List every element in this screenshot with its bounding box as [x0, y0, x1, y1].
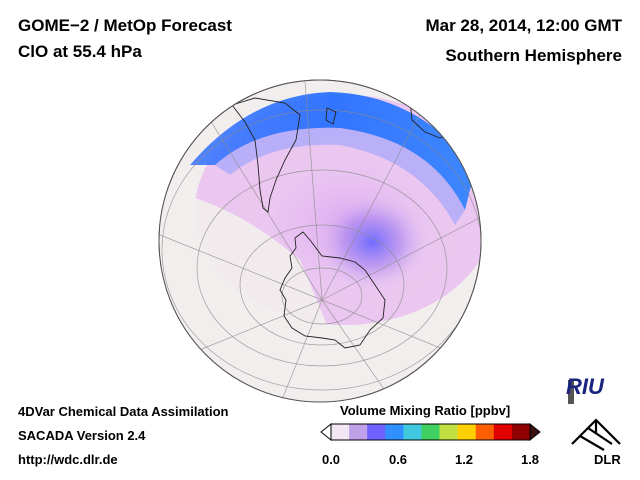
- colorbar-segment: [475, 424, 495, 440]
- island-outline: [325, 107, 337, 125]
- colorbar-segment: [367, 424, 386, 440]
- high-value-band: [190, 92, 475, 210]
- colorbar-tick-2: 1.2: [454, 452, 474, 467]
- colorbar-segment: [403, 424, 422, 440]
- dlr-cross-icon: [571, 418, 621, 451]
- colorbar-segment: [421, 424, 441, 440]
- region-label: Southern Hemisphere: [445, 46, 622, 65]
- colorbar-segment: [439, 424, 459, 440]
- date-label: Mar 28, 2014, 12:00 GMT: [425, 16, 622, 35]
- riu-spire-icon: [568, 380, 574, 404]
- colorbar-frame: [330, 423, 531, 441]
- colorbar-tick-1: 0.6: [388, 452, 408, 467]
- colorbar-segment: [349, 424, 368, 440]
- graticule: [159, 81, 481, 402]
- colorbar-segment: [331, 424, 350, 440]
- colorbar-max-arrow: [529, 422, 541, 442]
- low-value-region: [160, 190, 360, 402]
- colorbar-segment: [493, 424, 513, 440]
- title-line1: GOME−2 / MetOp Forecast: [18, 16, 232, 35]
- colorbar-segment: [457, 424, 477, 440]
- antarctica-coastline: [279, 231, 386, 349]
- colorbar-tick-3: 1.8: [520, 452, 540, 467]
- footer-line2: SACADA Version 2.4: [18, 428, 146, 443]
- dlr-logo-text: DLR: [594, 452, 621, 467]
- colorbar-tick-0: 0.0: [321, 452, 341, 467]
- riu-logo: RIU: [566, 374, 604, 399]
- colorbar-segment: [511, 424, 531, 440]
- colorbar-title: Volume Mixing Ratio [ppbv]: [340, 403, 511, 418]
- colorbar-min-arrow: [320, 422, 332, 442]
- band-inner-glow: [215, 127, 465, 225]
- title-line2: ClO at 55.4 hPa: [18, 42, 142, 61]
- vortex-core: [314, 192, 430, 292]
- colorbar-segment: [385, 424, 404, 440]
- footer-line1: 4DVar Chemical Data Assimilation: [18, 404, 229, 419]
- footer-link[interactable]: http://wdc.dlr.de: [18, 452, 118, 467]
- south-america-coastline: [231, 97, 301, 213]
